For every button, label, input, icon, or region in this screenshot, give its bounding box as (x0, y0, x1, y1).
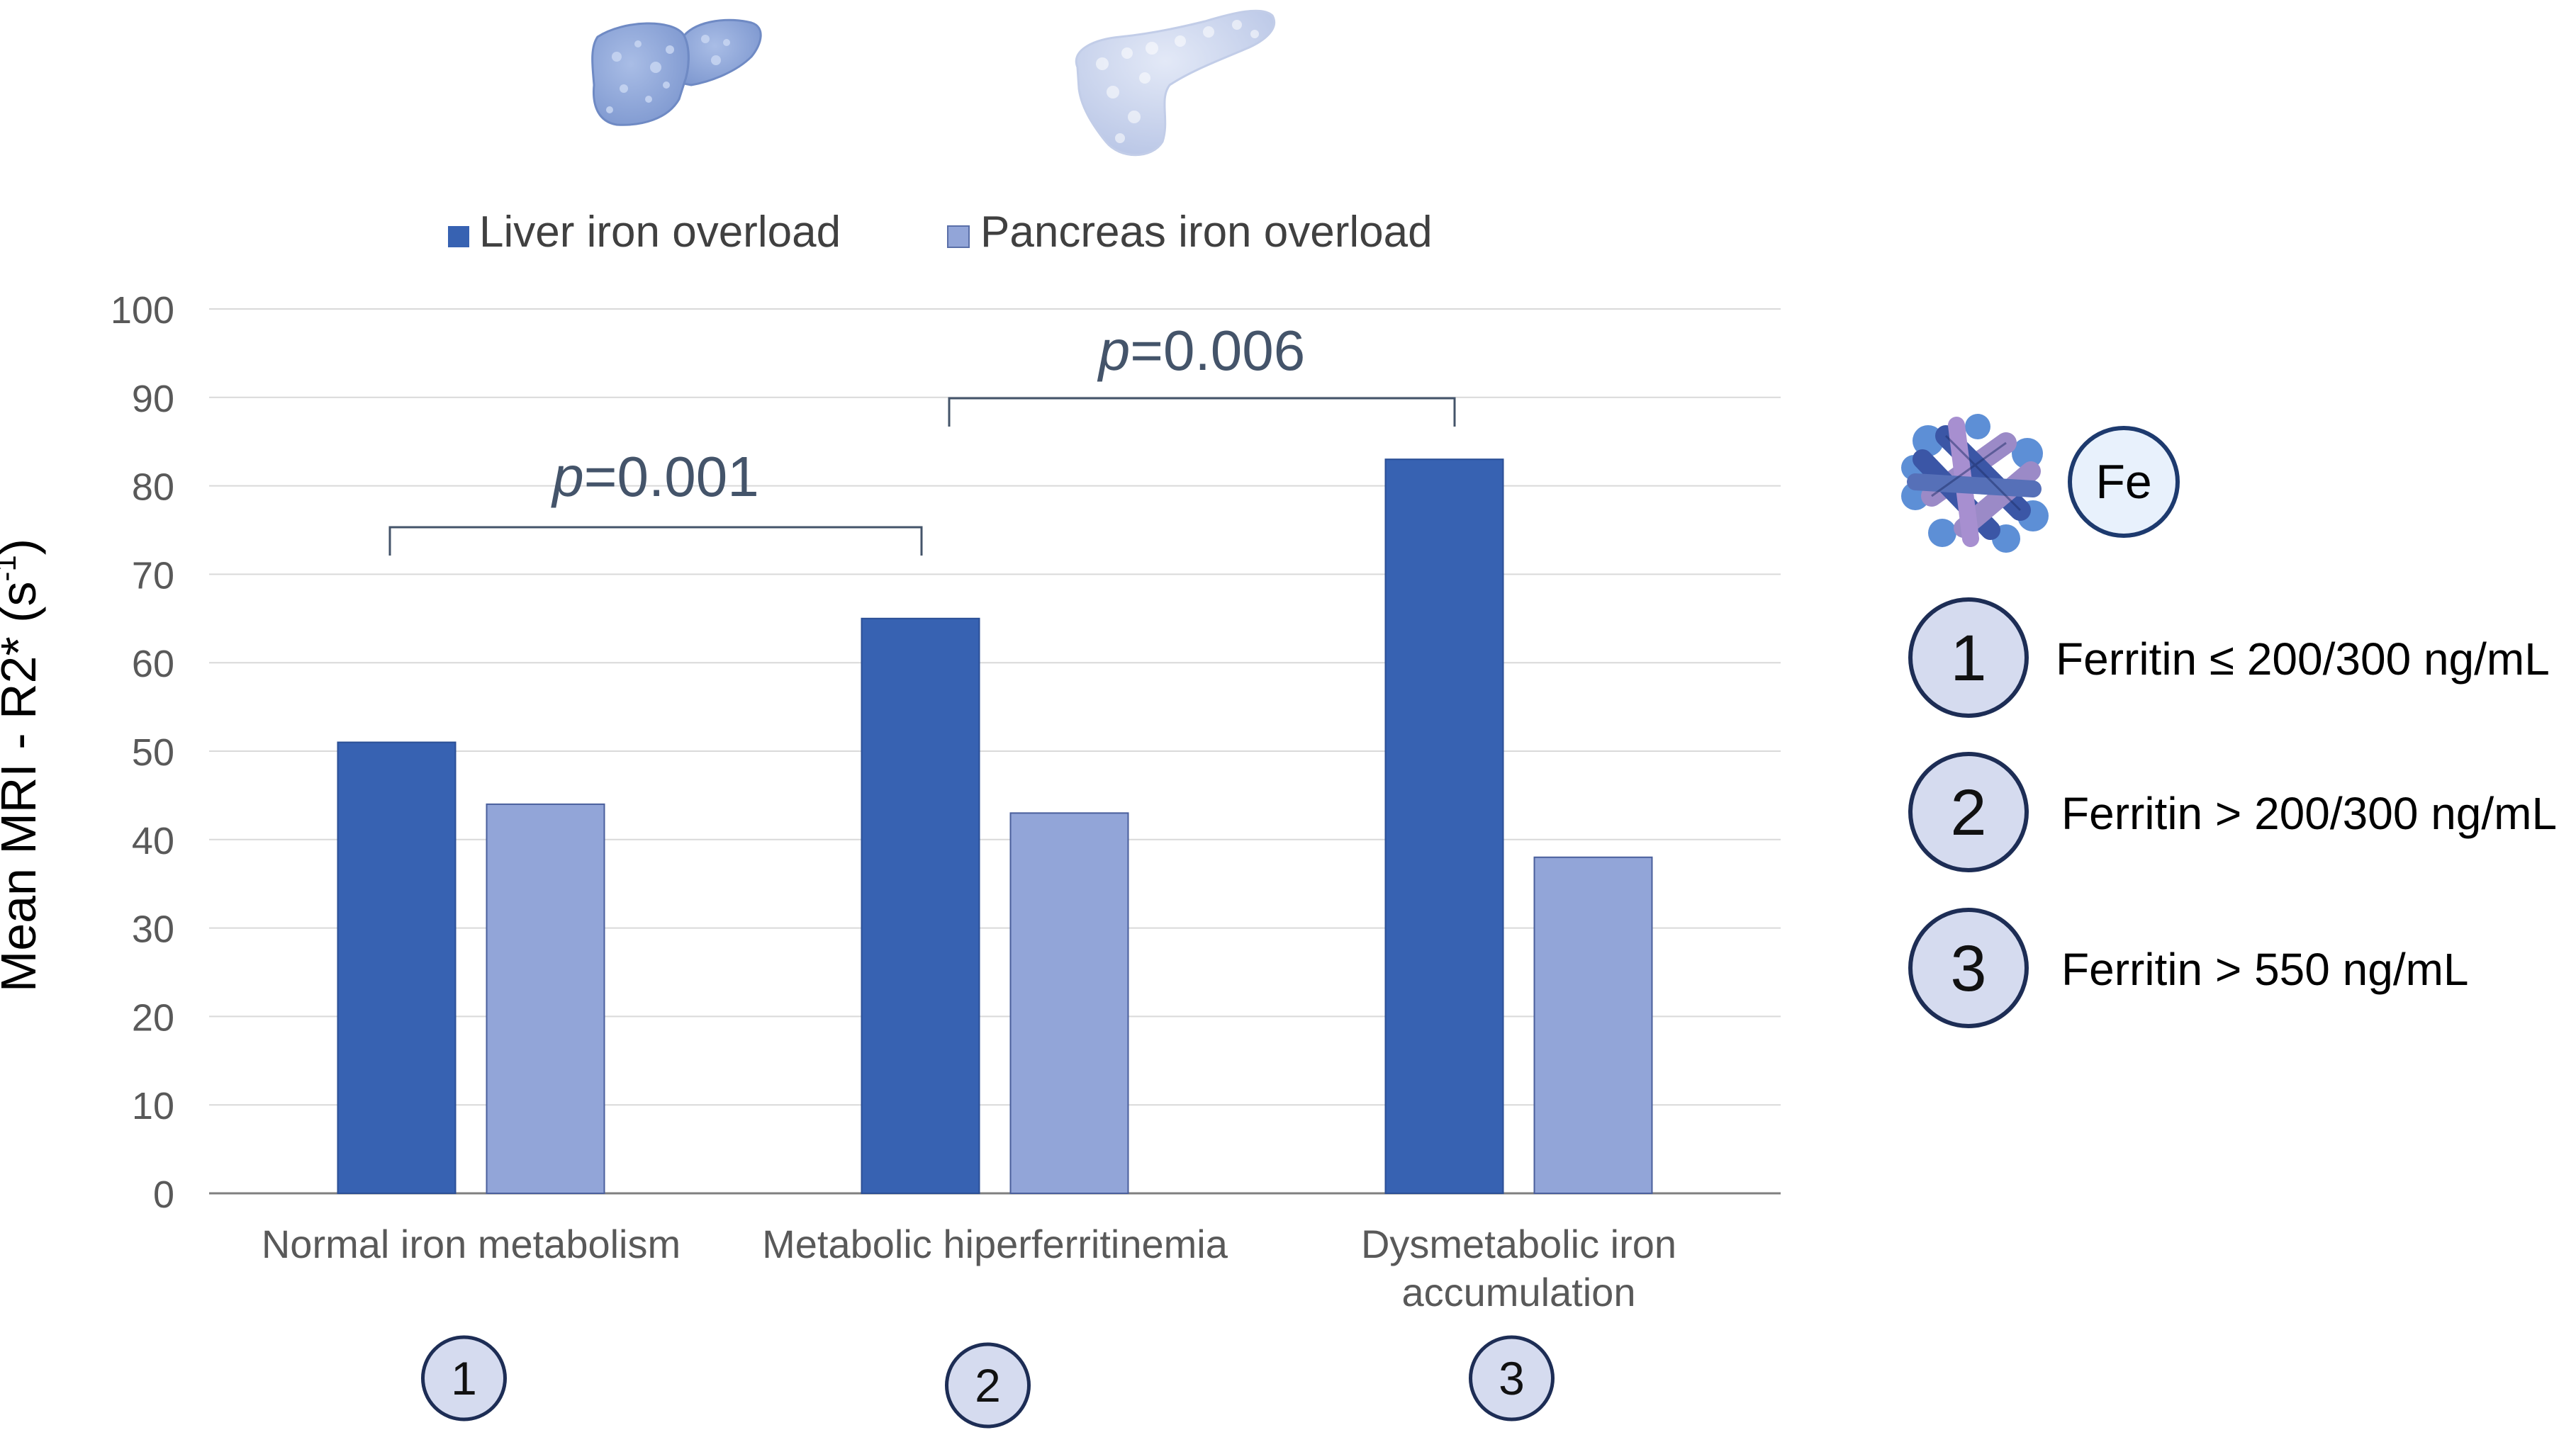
p-value: =0.006 (1130, 319, 1305, 382)
y-tick-label: 30 (132, 908, 174, 951)
y-tick-label: 100 (111, 289, 174, 332)
legend-swatch-pancreas (947, 225, 970, 248)
significance-bracket (388, 526, 923, 556)
category-number-badge (945, 1342, 1031, 1429)
x-tick-label: Normal iron metabolism (262, 1222, 681, 1266)
x-axis-labels: Normal iron metabolism 1 Metabolic hiperfe… (262, 1222, 1676, 1429)
bar-liver-2 (861, 617, 980, 1194)
ferritin-level-text: Ferritin > 550 ng/mL (2061, 944, 2469, 995)
category-number: 2 (975, 1359, 1001, 1412)
ferritin-molecule-icon (1901, 414, 2049, 553)
category-number-badge (421, 1335, 507, 1421)
fe-badge: Fe (2068, 426, 2180, 538)
y-axis-title-end: ) (0, 539, 46, 555)
ferritin-legend: 1 Ferritin ≤ 200/300 ng/mL 2 Ferritin > 200… (1908, 597, 2557, 1028)
y-tick-label: 40 (132, 820, 174, 862)
y-tick-label: 0 (153, 1173, 174, 1216)
fe-label: Fe (2095, 455, 2151, 509)
pancreas-icon (1075, 9, 1275, 157)
legend-swatch-liver (448, 226, 469, 247)
ferritin-level-number: 2 (1950, 777, 1986, 849)
y-tick-label: 10 (132, 1085, 174, 1127)
p-value-label: p=0.006 (1097, 319, 1305, 382)
p-symbol: p (551, 445, 584, 508)
y-axis-title: Mean MRI - R2* (s-1) (0, 539, 46, 992)
ferritin-level-number: 1 (1950, 622, 1986, 694)
legend-label-liver: Liver iron overload (479, 208, 841, 257)
y-tick-label: 90 (132, 378, 174, 420)
category-number-badge (1469, 1335, 1555, 1421)
y-tick-label: 70 (132, 554, 174, 597)
significance-bracket (948, 397, 1456, 427)
bar-liver-1 (337, 741, 457, 1194)
p-value-label: p=0.001 (551, 445, 758, 508)
category-number: 1 (451, 1352, 477, 1404)
ferritin-level-badge (1908, 597, 2029, 718)
bar-liver-3 (1384, 458, 1504, 1194)
ferritin-level-text: Ferritin ≤ 200/300 ng/mL (2056, 634, 2550, 685)
p-value: =0.001 (584, 445, 759, 508)
p-symbol: p (1097, 319, 1131, 382)
x-tick-label: Metabolic hiperferritinemia (762, 1222, 1228, 1266)
gridlines (209, 308, 1781, 1195)
legend-label-pancreas: Pancreas iron overload (980, 208, 1433, 257)
y-axis-title-sup: -1 (0, 555, 22, 581)
y-tick-label: 50 (132, 731, 174, 774)
bar-pancreas-1 (486, 803, 605, 1194)
bars (337, 458, 1653, 1194)
y-tick-label: 60 (132, 643, 174, 685)
ferritin-level-badge (1908, 752, 2029, 872)
y-axis-ticks: 0 10 20 30 40 50 60 70 80 90 100 (111, 289, 174, 1216)
legend: Liver iron overload Pancreas iron overlo… (448, 208, 1433, 257)
ferritin-level-text: Ferritin > 200/300 ng/mL (2061, 788, 2557, 839)
ferritin-level-number: 3 (1950, 933, 1986, 1005)
bar-pancreas-3 (1533, 856, 1653, 1194)
y-axis-title-main: Mean MRI - R2* (s (0, 582, 46, 993)
x-tick-label: accumulation (1402, 1270, 1636, 1314)
liver-icon (591, 18, 762, 126)
category-number: 3 (1499, 1352, 1525, 1404)
y-tick-label: 20 (132, 996, 174, 1039)
y-tick-label: 80 (132, 466, 174, 509)
x-tick-label: Dysmetabolic iron (1361, 1222, 1676, 1266)
bar-pancreas-2 (1009, 812, 1129, 1194)
ferritin-level-badge (1908, 908, 2029, 1028)
